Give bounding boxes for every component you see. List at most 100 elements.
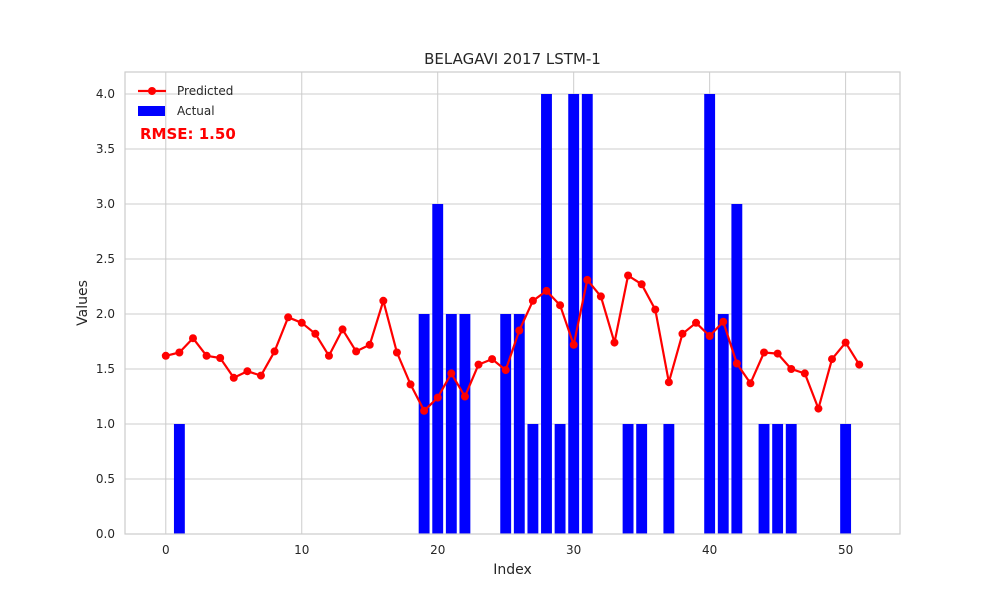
rmse-annotation: RMSE: 1.50: [140, 125, 236, 143]
predicted-point: [256, 371, 265, 380]
y-tick-label: 3.0: [96, 197, 115, 211]
actual-bar: [459, 314, 471, 534]
predicted-line-group: [161, 271, 864, 415]
predicted-point: [637, 280, 646, 289]
actual-bar: [758, 424, 770, 534]
predicted-point: [855, 360, 864, 369]
predicted-point: [406, 380, 415, 389]
predicted-point: [583, 275, 592, 284]
actual-bar: [731, 204, 743, 534]
y-tick-label: 1.0: [96, 417, 115, 431]
predicted-point: [420, 406, 429, 415]
predicted-point: [161, 351, 170, 360]
chart-title: BELAGAVI 2017 LSTM-1: [424, 50, 601, 68]
actual-bar: [636, 424, 648, 534]
x-axis-label: Index: [493, 562, 532, 578]
plot-frame: [124, 71, 901, 535]
predicted-point: [596, 292, 605, 301]
predicted-point: [651, 305, 660, 314]
predicted-point: [216, 354, 225, 362]
actual-bar: [173, 424, 185, 534]
y-tick-label: 2.5: [96, 252, 115, 266]
predicted-point: [705, 332, 714, 340]
predicted-point: [787, 365, 796, 373]
actual-bar: [717, 314, 729, 534]
tick-labels: 0 10 20 30 40 50 0.0 0.5 1.0 1.5 2.0 2.5 3.0 3.5 4.0: [96, 87, 853, 557]
y-tick-label: 0.5: [96, 472, 115, 486]
predicted-point: [270, 347, 279, 356]
actual-bar: [445, 314, 457, 534]
predicted-point: [664, 378, 673, 387]
predicted-line: [165, 274, 861, 412]
grid-lines: [125, 72, 900, 535]
predicted-point: [229, 373, 238, 382]
actual-bar: [840, 424, 852, 534]
y-tick-label: 2.0: [96, 307, 115, 321]
actual-bar: [568, 94, 580, 534]
y-tick-label: 0.0: [96, 527, 115, 541]
x-tick-label: 20: [430, 543, 445, 557]
predicted-point: [488, 355, 497, 364]
predicted-point: [188, 334, 197, 343]
predicted-point: [243, 367, 252, 376]
predicted-point: [297, 318, 306, 327]
predicted-point: [760, 348, 769, 357]
y-tick-label: 4.0: [96, 87, 115, 101]
predicted-point: [773, 349, 782, 358]
predicted-point: [311, 329, 320, 338]
actual-bar: [500, 314, 512, 534]
predicted-point: [175, 348, 184, 357]
predicted-point: [800, 369, 809, 378]
actual-bar: [622, 424, 634, 534]
x-tick-label: 30: [566, 543, 581, 557]
predicted-point: [460, 392, 469, 401]
legend-actual-swatch: [138, 106, 165, 116]
predicted-point: [447, 369, 456, 378]
actual-bar: [513, 314, 525, 534]
predicted-point: [324, 351, 333, 360]
actual-bar: [663, 424, 675, 534]
predicted-point: [365, 340, 374, 349]
predicted-point: [474, 360, 483, 369]
x-tick-label: 50: [838, 543, 853, 557]
predicted-point: [719, 317, 728, 326]
predicted-point: [841, 338, 850, 347]
predicted-point: [746, 379, 755, 388]
predicted-point: [556, 301, 565, 310]
x-tick-label: 0: [162, 543, 170, 557]
predicted-point: [624, 271, 633, 280]
actual-bar: [554, 424, 566, 534]
actual-bar: [785, 424, 797, 534]
y-axis-label: Values: [75, 280, 91, 326]
legend: Predicted Actual: [138, 84, 233, 118]
predicted-point: [692, 318, 701, 327]
actual-bar: [541, 94, 552, 534]
y-tick-label: 1.5: [96, 362, 115, 376]
actual-bar: [432, 204, 444, 534]
predicted-point: [828, 355, 837, 364]
predicted-point: [284, 313, 293, 322]
predicted-point: [515, 326, 524, 335]
y-tick-label: 3.5: [96, 142, 115, 156]
predicted-point: [732, 359, 741, 368]
predicted-point: [569, 340, 578, 349]
predicted-point: [338, 325, 347, 334]
plot-area: [125, 72, 900, 534]
predicted-point: [352, 347, 361, 356]
predicted-point: [501, 366, 510, 375]
x-tick-label: 40: [702, 543, 717, 557]
legend-predicted-label: Predicted: [177, 84, 233, 98]
predicted-point: [814, 404, 823, 413]
predicted-point: [678, 329, 687, 338]
x-tick-label: 10: [294, 543, 309, 557]
predicted-point: [202, 351, 211, 360]
actual-bar: [527, 424, 539, 534]
predicted-point: [542, 286, 551, 295]
predicted-point: [528, 296, 537, 305]
actual-bar: [581, 94, 593, 534]
predicted-point: [392, 348, 401, 357]
legend-predicted-marker: [148, 87, 156, 95]
actual-bar: [772, 424, 784, 534]
actual-bar: [418, 314, 430, 534]
